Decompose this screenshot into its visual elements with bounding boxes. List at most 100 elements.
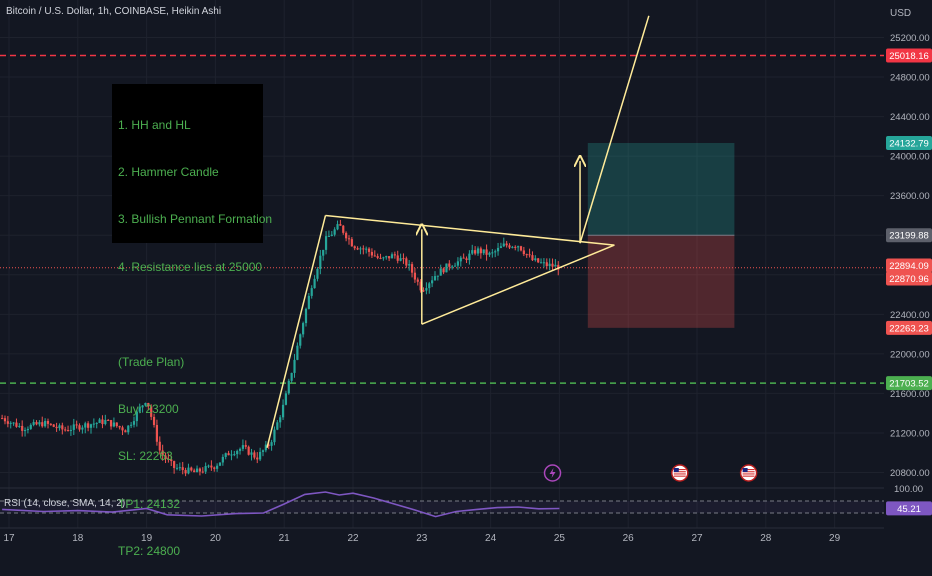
candle-body bbox=[370, 251, 374, 256]
candle-body bbox=[319, 255, 322, 269]
candle-body bbox=[356, 248, 359, 250]
us-flag-icon[interactable] bbox=[739, 464, 758, 482]
time-tick: 22 bbox=[347, 533, 359, 544]
candle-body bbox=[439, 268, 442, 276]
candle-body bbox=[270, 442, 273, 446]
note-line: TP1: 24132 bbox=[118, 496, 181, 511]
time-tick: 28 bbox=[760, 533, 772, 544]
candle-body bbox=[92, 423, 95, 425]
candle-body bbox=[327, 235, 331, 237]
candle-body bbox=[118, 426, 121, 428]
candle-body bbox=[98, 419, 101, 423]
candle-body bbox=[502, 243, 505, 247]
time-tick: 23 bbox=[416, 533, 428, 544]
candle-body bbox=[9, 422, 12, 424]
candle-body bbox=[15, 422, 18, 427]
candle-body bbox=[548, 263, 551, 267]
us-flag-stripe bbox=[673, 469, 686, 471]
note-line: 3. Bullish Pennant Formation bbox=[118, 212, 273, 227]
candle-body bbox=[241, 445, 245, 449]
time-tick: 18 bbox=[72, 533, 84, 544]
candle-body bbox=[476, 248, 480, 254]
us-flag-icon[interactable] bbox=[671, 464, 689, 482]
candle-body bbox=[399, 258, 402, 261]
candle-body bbox=[542, 262, 546, 264]
candle-body bbox=[152, 416, 156, 425]
note-line bbox=[118, 307, 257, 323]
candle-body bbox=[336, 224, 339, 230]
candle-body bbox=[3, 418, 7, 422]
candle-body bbox=[52, 424, 55, 427]
rsi-line bbox=[2, 491, 560, 518]
candle-body bbox=[505, 243, 508, 246]
candle-body bbox=[465, 258, 468, 261]
candle-body bbox=[551, 263, 554, 267]
candle-body bbox=[193, 470, 196, 473]
candle-body bbox=[195, 468, 199, 473]
price-chart[interactable]: RSI (14, close, SMA, 14, 2) USD 25200.00 2… bbox=[0, 0, 932, 550]
drawings[interactable] bbox=[266, 15, 650, 448]
candle-body bbox=[121, 427, 124, 431]
candles bbox=[1, 219, 560, 477]
candle-body bbox=[236, 450, 239, 455]
candle-body bbox=[339, 224, 342, 226]
candle-body bbox=[508, 245, 511, 248]
price-tick: 24800.00 bbox=[890, 73, 930, 84]
candle-body bbox=[178, 467, 181, 469]
candle-body bbox=[413, 272, 417, 280]
candle-body bbox=[293, 359, 296, 373]
trade-plan-box[interactable] bbox=[587, 143, 735, 328]
projection-line bbox=[579, 15, 650, 244]
candle-body bbox=[164, 455, 167, 459]
price-label: 22263.23 bbox=[889, 323, 929, 334]
candle-body bbox=[267, 444, 270, 446]
candle-body bbox=[545, 262, 548, 267]
time-tick: 29 bbox=[829, 533, 841, 544]
candle-body bbox=[69, 429, 73, 431]
rsi-tick: 100.00 bbox=[894, 484, 923, 495]
candle-body bbox=[482, 249, 485, 254]
chart-title: Bitcoin / U.S. Dollar, 1h, COINBASE, Hei… bbox=[6, 6, 222, 17]
candle-body bbox=[419, 281, 422, 291]
candle-body bbox=[522, 250, 525, 255]
event-icons[interactable] bbox=[543, 464, 758, 482]
rsi-band bbox=[0, 501, 884, 513]
candle-body bbox=[130, 424, 133, 426]
candle-body bbox=[233, 454, 236, 456]
candle-body bbox=[433, 276, 437, 281]
us-flag-stripe bbox=[742, 475, 755, 477]
candle-body bbox=[499, 246, 503, 248]
price-tick: 22400.00 bbox=[890, 310, 930, 321]
us-flag-stripe bbox=[673, 473, 686, 475]
us-flag-icon-ring bbox=[671, 464, 689, 482]
time-tick: 27 bbox=[691, 533, 703, 544]
note-line: TP2: 24800 bbox=[118, 544, 181, 559]
candle-body bbox=[459, 257, 462, 262]
candle-body bbox=[101, 419, 104, 425]
candle-body bbox=[534, 258, 537, 261]
candle-body bbox=[66, 430, 70, 432]
candle-body bbox=[491, 252, 494, 254]
candle-body bbox=[207, 465, 210, 467]
lightning-icon[interactable] bbox=[543, 464, 562, 482]
price-tick: 23600.00 bbox=[890, 191, 930, 202]
rsi-value-bg bbox=[886, 501, 932, 516]
candle-body bbox=[390, 254, 394, 259]
candle-body bbox=[41, 422, 44, 427]
candle-body bbox=[324, 236, 328, 250]
candle-body bbox=[227, 453, 230, 456]
price-label-bg bbox=[886, 320, 932, 335]
candle-body bbox=[12, 422, 15, 424]
candle-body bbox=[158, 441, 161, 451]
candle-body bbox=[256, 457, 259, 460]
candle-body bbox=[213, 467, 216, 469]
candle-body bbox=[18, 425, 21, 427]
candle-body bbox=[218, 462, 222, 466]
candle-body bbox=[517, 246, 520, 248]
candle-body bbox=[388, 256, 391, 259]
candle-body bbox=[135, 411, 138, 422]
candle-body bbox=[21, 425, 24, 431]
time-axis[interactable]: 17 18 19 20 21 22 23 24 25 26 27 28 29 bbox=[0, 527, 884, 544]
price-axis[interactable]: USD 25200.00 24800.00 24400.00 24000.00 23600… bbox=[884, 0, 932, 550]
candle-body bbox=[75, 424, 78, 426]
